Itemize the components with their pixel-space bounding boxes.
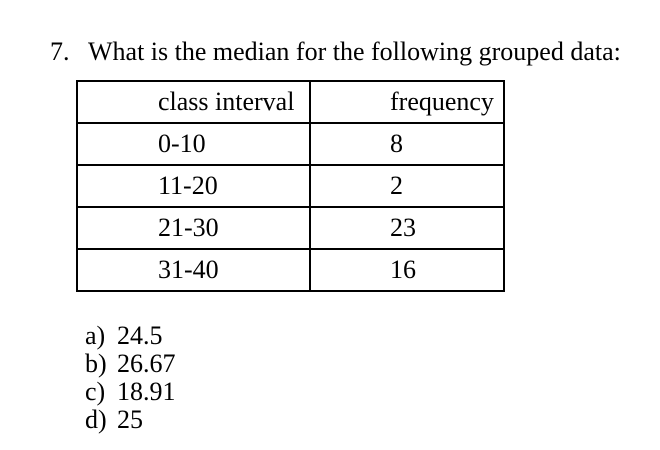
table-row: 0-10 8 <box>76 122 505 166</box>
option-c: c) 18.91 <box>85 378 176 406</box>
header-class-interval: class interval <box>76 80 311 124</box>
grouped-data-table: class interval frequency 0-10 8 11-20 2 … <box>76 80 505 292</box>
option-b-label: b) <box>85 349 107 378</box>
table-row: 31-40 16 <box>76 248 505 292</box>
answer-options: a) 24.5 b) 26.67 c) 18.91 d) 25 <box>85 322 176 434</box>
cell-frequency: 8 <box>309 122 505 166</box>
cell-class-interval: 21-30 <box>76 206 311 250</box>
cell-class-interval: 11-20 <box>76 164 311 208</box>
option-a-value: 24.5 <box>117 321 163 350</box>
table-row: 21-30 23 <box>76 206 505 250</box>
header-frequency: frequency <box>309 80 505 124</box>
option-a: a) 24.5 <box>85 322 176 350</box>
cell-frequency: 23 <box>309 206 505 250</box>
option-a-label: a) <box>85 321 106 350</box>
question-number: 7. <box>50 37 70 66</box>
table-row: 11-20 2 <box>76 164 505 208</box>
cell-frequency: 16 <box>309 248 505 292</box>
question: 7. What is the median for the following … <box>50 37 621 67</box>
option-d-value: 25 <box>117 405 143 434</box>
cell-frequency: 2 <box>309 164 505 208</box>
option-d-label: d) <box>85 405 107 434</box>
option-c-value: 18.91 <box>117 377 176 406</box>
option-d: d) 25 <box>85 406 176 434</box>
cell-class-interval: 0-10 <box>76 122 311 166</box>
option-b-value: 26.67 <box>117 349 176 378</box>
option-b: b) 26.67 <box>85 350 176 378</box>
table-header-row: class interval frequency <box>76 80 505 124</box>
option-c-label: c) <box>85 377 106 406</box>
question-text: What is the median for the following gro… <box>88 37 621 66</box>
cell-class-interval: 31-40 <box>76 248 311 292</box>
